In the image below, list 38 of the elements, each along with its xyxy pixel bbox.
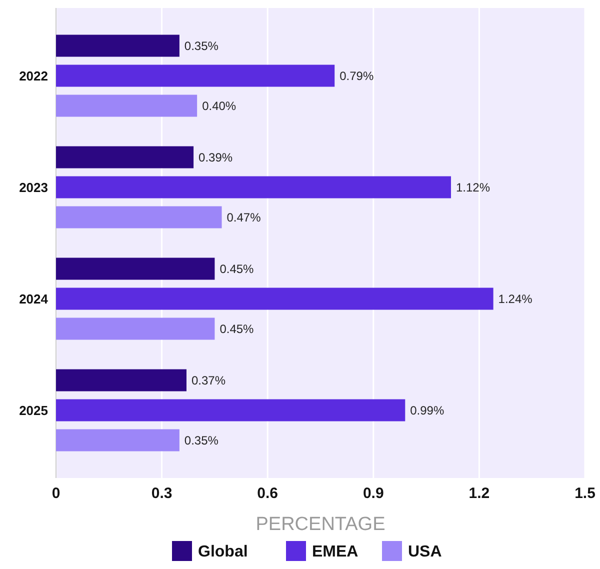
data-label: 0.37%	[191, 373, 226, 388]
x-tick-label: 0.6	[257, 485, 278, 502]
data-label: 0.35%	[184, 38, 219, 53]
bar	[56, 369, 186, 392]
y-tick-label: 2022	[19, 68, 48, 84]
bar	[56, 318, 215, 340]
bar	[56, 34, 180, 57]
y-tick-label: 2023	[19, 180, 48, 195]
y-tick-label: 2025	[19, 402, 48, 418]
legend-label: USA	[408, 544, 442, 561]
bar	[56, 176, 451, 198]
y-tick-label: 2024	[19, 291, 49, 306]
data-label: 0.45%	[220, 322, 254, 336]
bar	[56, 206, 222, 228]
data-label: 0.47%	[226, 210, 262, 224]
bar	[56, 288, 494, 310]
data-label: 0.40%	[202, 98, 236, 113]
legend-label: EMEA	[312, 544, 359, 561]
data-label: 0.79%	[340, 68, 374, 83]
data-label: 0.35%	[184, 433, 219, 448]
bar	[56, 258, 215, 280]
legend-label: Global	[198, 544, 248, 561]
data-label: 1.24%	[498, 292, 533, 306]
bar	[56, 146, 194, 168]
data-label: 0.99%	[410, 403, 444, 418]
data-label: 0.45%	[220, 262, 254, 276]
data-label: 1.12%	[456, 180, 490, 194]
bar	[56, 429, 180, 452]
x-tick-label: 1.5	[574, 485, 596, 502]
data-label: 0.39%	[198, 150, 233, 164]
x-tick-label: 0.3	[151, 485, 172, 502]
x-tick-label: 0	[52, 485, 60, 502]
x-tick-label: 0.9	[362, 485, 384, 502]
bar	[56, 399, 406, 422]
x-axis-title: PERCENTAGE	[256, 514, 386, 535]
x-tick-label: 1.2	[468, 485, 490, 502]
bar	[56, 64, 335, 87]
bar	[56, 94, 198, 117]
